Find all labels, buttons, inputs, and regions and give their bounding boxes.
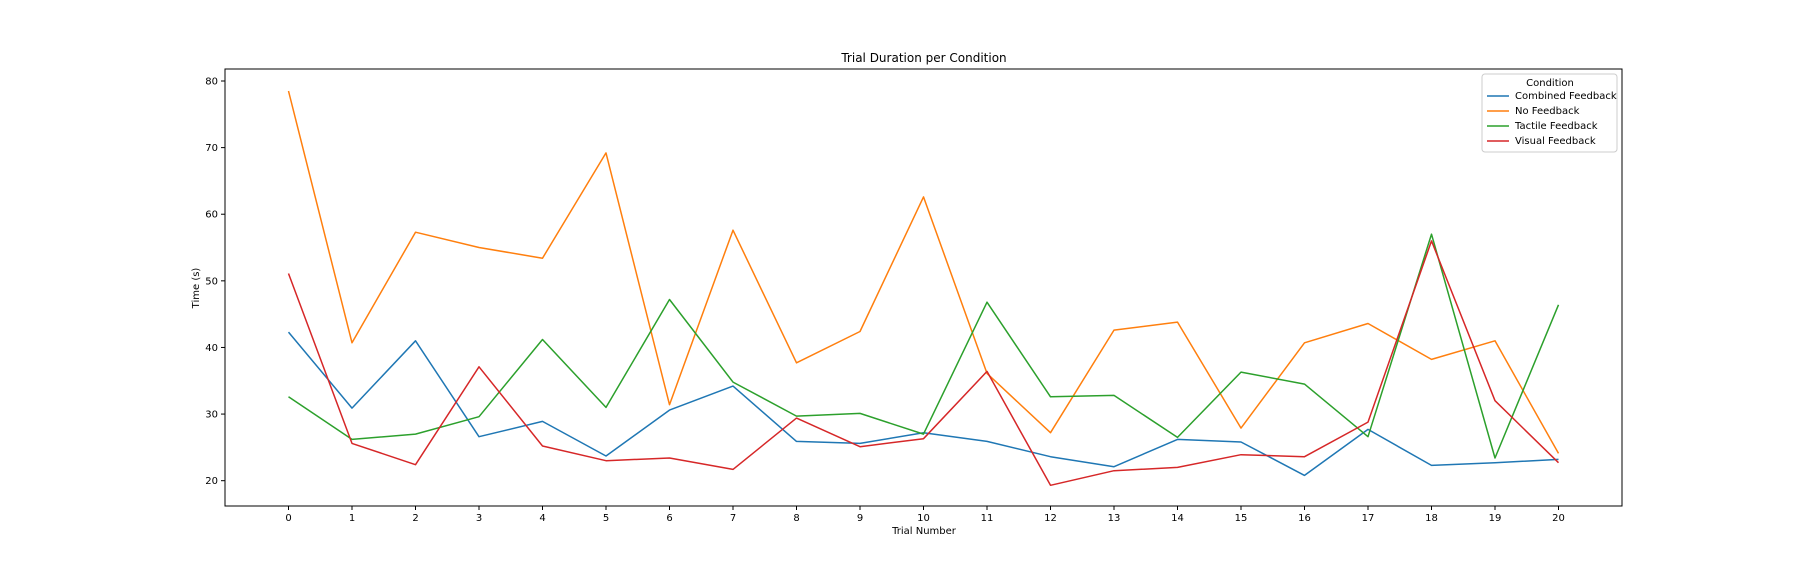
x-tick-label: 4 <box>539 513 545 524</box>
legend-item-label: No Feedback <box>1515 106 1580 117</box>
chart-title: Trial Duration per Condition <box>840 51 1006 65</box>
y-tick-label: 30 <box>205 410 218 421</box>
y-axis: 20 30 40 50 60 70 80 <box>205 76 225 487</box>
x-tick-label: 8 <box>793 513 799 524</box>
x-axis: 0 1 2 3 4 5 6 7 8 9 10 11 12 13 14 15 16 17 18 19 20 <box>285 506 1565 524</box>
x-tick-label: 12 <box>1044 513 1057 524</box>
x-tick-label: 5 <box>603 513 609 524</box>
x-tick-label: 15 <box>1235 513 1248 524</box>
y-tick-label: 20 <box>205 476 218 487</box>
y-tick-label: 80 <box>205 76 218 87</box>
series-line-visual-feedback <box>287 240 1560 487</box>
legend-item-label: Visual Feedback <box>1515 136 1596 147</box>
x-axis-label: Trial Number <box>891 526 957 537</box>
legend: Condition Combined Feedback No Feedback Ta… <box>1481 73 1618 153</box>
series-line-tactile-feedback <box>288 233 1560 459</box>
y-tick-label: 60 <box>205 210 218 221</box>
series-group <box>287 90 1560 487</box>
x-tick-label: 9 <box>857 513 863 524</box>
series-line-combined-feedback <box>287 331 1559 477</box>
x-tick-label: 7 <box>730 513 736 524</box>
legend-box <box>1481 73 1618 153</box>
y-tick-label: 70 <box>205 143 218 154</box>
legend-title: Condition <box>1526 78 1574 89</box>
x-tick-label: 3 <box>476 513 482 524</box>
x-tick-label: 14 <box>1171 513 1184 524</box>
x-tick-label: 20 <box>1552 513 1565 524</box>
y-tick-label: 50 <box>205 276 218 287</box>
x-tick-label: 0 <box>285 513 291 524</box>
x-tick-label: 6 <box>666 513 672 524</box>
x-tick-label: 16 <box>1298 513 1311 524</box>
x-tick-label: 11 <box>981 513 994 524</box>
plot-frame <box>224 68 1623 507</box>
x-tick-label: 19 <box>1489 513 1502 524</box>
x-tick-label: 13 <box>1108 513 1121 524</box>
x-tick-label: 10 <box>917 513 930 524</box>
series-line-no-feedback <box>287 90 1560 454</box>
y-axis-label: Time (s) <box>191 268 202 310</box>
x-tick-label: 2 <box>412 513 418 524</box>
x-tick-label: 1 <box>349 513 355 524</box>
y-tick-label: 40 <box>205 343 218 354</box>
legend-item-label: Combined Feedback <box>1515 91 1617 102</box>
legend-item-label: Tactile Feedback <box>1514 121 1598 132</box>
x-tick-label: 17 <box>1362 513 1375 524</box>
x-tick-label: 18 <box>1425 513 1438 524</box>
